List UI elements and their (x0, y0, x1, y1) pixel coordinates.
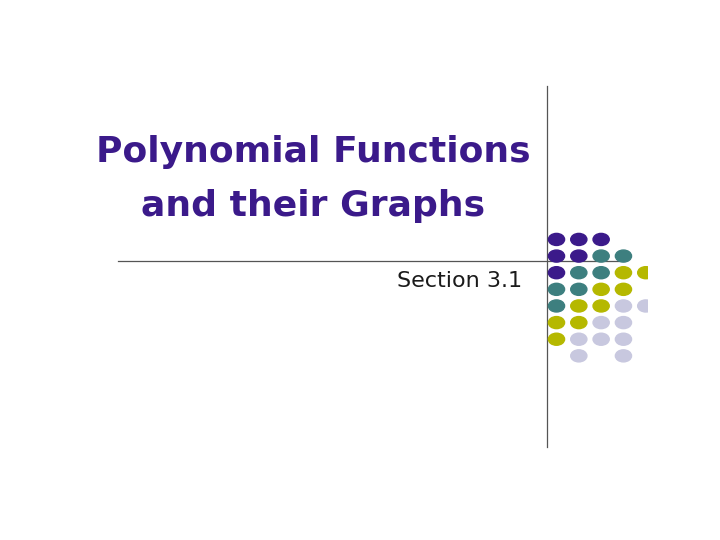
Circle shape (549, 284, 564, 295)
Circle shape (571, 350, 587, 362)
Circle shape (616, 267, 631, 279)
Circle shape (549, 250, 564, 262)
Text: Polynomial Functions: Polynomial Functions (96, 135, 531, 169)
Circle shape (593, 284, 609, 295)
Circle shape (616, 300, 631, 312)
Circle shape (616, 284, 631, 295)
Circle shape (549, 333, 564, 345)
Circle shape (593, 267, 609, 279)
Circle shape (593, 233, 609, 246)
Circle shape (571, 284, 587, 295)
Circle shape (549, 233, 564, 246)
Circle shape (638, 267, 654, 279)
Circle shape (593, 316, 609, 329)
Text: Section 3.1: Section 3.1 (397, 271, 523, 291)
Circle shape (616, 250, 631, 262)
Circle shape (616, 350, 631, 362)
Circle shape (593, 333, 609, 345)
Text: and their Graphs: and their Graphs (141, 189, 485, 223)
Circle shape (549, 316, 564, 329)
Circle shape (593, 300, 609, 312)
Circle shape (549, 267, 564, 279)
Circle shape (571, 233, 587, 246)
Circle shape (616, 316, 631, 329)
Circle shape (571, 333, 587, 345)
Circle shape (593, 250, 609, 262)
Circle shape (549, 300, 564, 312)
Circle shape (571, 250, 587, 262)
Circle shape (571, 316, 587, 329)
Circle shape (638, 300, 654, 312)
Circle shape (571, 300, 587, 312)
Circle shape (616, 333, 631, 345)
Circle shape (571, 267, 587, 279)
